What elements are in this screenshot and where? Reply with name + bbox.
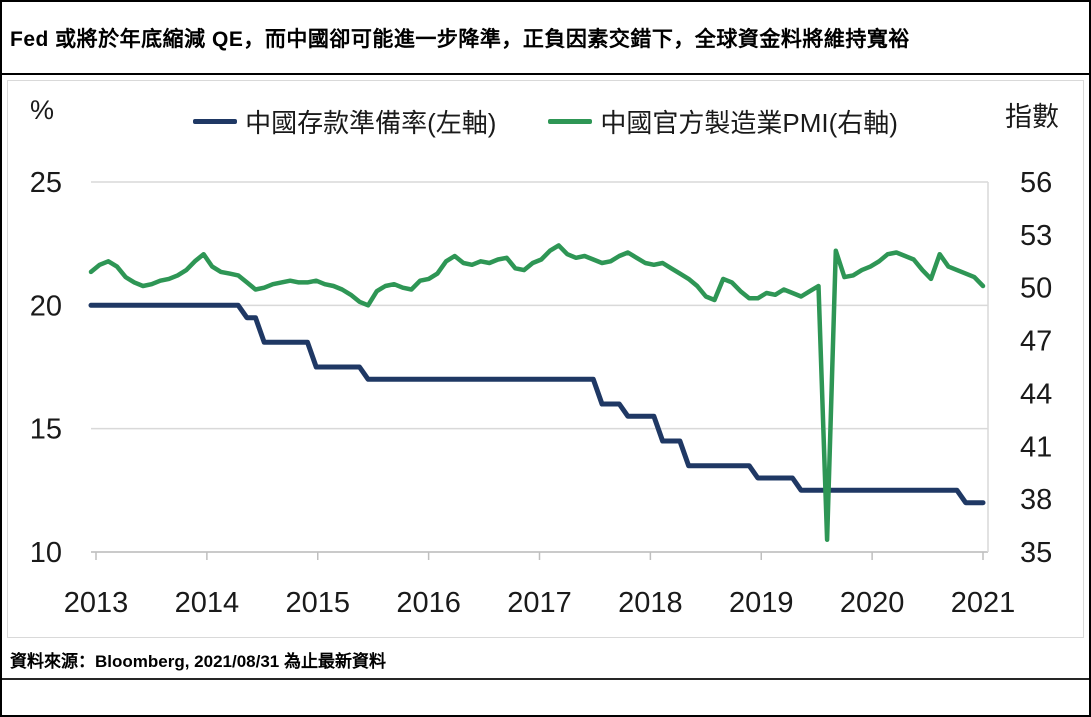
svg-text:2019: 2019 [729,587,794,619]
left-axis-unit-label: % [30,95,55,125]
svg-text:47: 47 [1020,326,1052,358]
svg-text:2021: 2021 [951,587,1016,619]
svg-text:2020: 2020 [840,587,905,619]
chart-panel: % 指數 中國存款準備率(左軸) 中國官方製造業PMI(右軸) 25 20 15 10… [7,80,1084,638]
svg-text:15: 15 [30,414,62,446]
svg-text:56: 56 [1020,167,1052,199]
svg-text:38: 38 [1020,484,1052,516]
right-axis-labels: 56 53 50 47 44 41 38 35 [1020,167,1052,569]
svg-text:10: 10 [30,537,62,569]
svg-text:41: 41 [1020,431,1052,463]
source-note: 資料來源：Bloomberg, 2021/08/31 為止最新資料 [2,645,1089,680]
rrr-line-series [88,302,986,506]
gridlines [91,181,988,553]
svg-text:44: 44 [1020,378,1052,410]
svg-text:35: 35 [1020,537,1052,569]
left-axis-labels: 25 20 15 10 [30,167,62,569]
svg-text:53: 53 [1020,220,1052,252]
svg-text:2017: 2017 [507,587,572,619]
axis-lines [91,182,989,553]
pmi-line-series [88,243,986,542]
x-axis-ticks [95,552,984,560]
svg-text:2014: 2014 [175,587,240,619]
svg-text:2013: 2013 [64,587,129,619]
svg-text:2016: 2016 [396,587,461,619]
right-axis-unit-label: 指數 [1005,102,1059,132]
page-title: Fed 或將於年底縮減 QE，而中國卻可能進一步降準，正負因素交錯下，全球資金料… [2,2,1089,75]
bottom-spacer [2,680,1089,715]
svg-text:2015: 2015 [285,587,350,619]
svg-text:2018: 2018 [618,587,683,619]
svg-text:20: 20 [30,290,62,322]
svg-text:50: 50 [1020,273,1052,305]
x-axis-labels: 2013 2014 2015 2016 2017 2018 2019 2020 2021 [64,587,1016,619]
svg-text:25: 25 [30,167,62,199]
